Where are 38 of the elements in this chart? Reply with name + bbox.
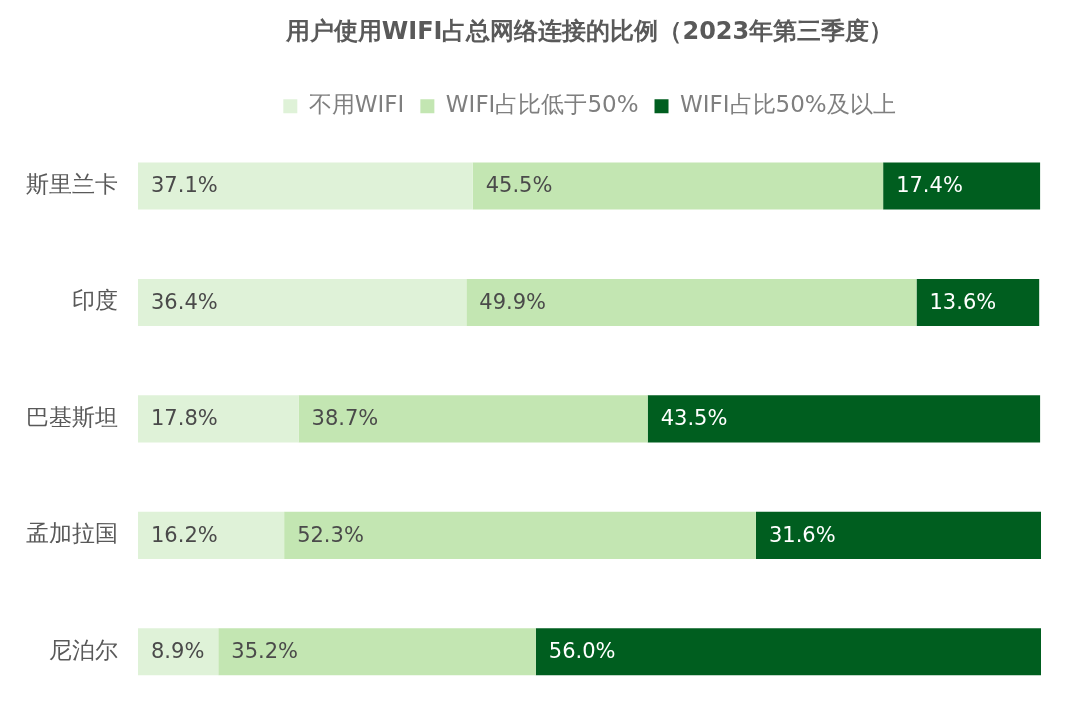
y-tick-label: 印度	[72, 287, 118, 314]
bar	[755, 511, 1041, 559]
data-label: 45.5%	[485, 173, 553, 198]
bar	[138, 278, 467, 327]
bar	[284, 511, 756, 559]
y-tick-label: 尼泊尔	[49, 636, 118, 663]
legend-label: 不用WIFI	[308, 91, 405, 118]
y-tick-label: 斯里兰卡	[26, 170, 118, 197]
data-label: 17.4%	[896, 173, 963, 198]
data-label: 31.6%	[768, 522, 836, 547]
legend-label: WIFI占比低于50%	[445, 91, 639, 118]
bar	[138, 511, 285, 559]
chart-title: 用户使用WIFI占总网络连接的比例（2023年第三季度）	[284, 16, 894, 45]
data-label: 49.9%	[479, 289, 547, 314]
data-label: 37.1%	[151, 173, 218, 198]
bar	[298, 395, 648, 443]
bar	[466, 278, 917, 327]
y-tick-label: 孟加拉国	[26, 520, 118, 547]
data-label: 56.0%	[548, 639, 616, 664]
bar	[916, 278, 1040, 327]
bar	[472, 162, 884, 210]
data-label: 13.6%	[929, 289, 997, 314]
data-label: 8.9%	[151, 639, 205, 664]
data-label: 35.2%	[231, 639, 299, 664]
data-label: 38.7%	[311, 406, 379, 431]
bar	[883, 162, 1041, 210]
bar	[647, 395, 1041, 443]
data-label: 36.4%	[151, 289, 218, 314]
legend-label: WIFI占比50%及以上	[680, 91, 896, 118]
y-tick-label: 巴基斯坦	[26, 403, 118, 430]
bar	[535, 628, 1041, 676]
data-label: 16.2%	[151, 522, 218, 547]
bar	[218, 628, 536, 676]
data-label: 43.5%	[660, 406, 728, 431]
bar	[138, 395, 299, 443]
data-label: 17.8%	[151, 406, 218, 431]
data-label: 52.3%	[297, 522, 364, 547]
bar	[138, 162, 473, 210]
